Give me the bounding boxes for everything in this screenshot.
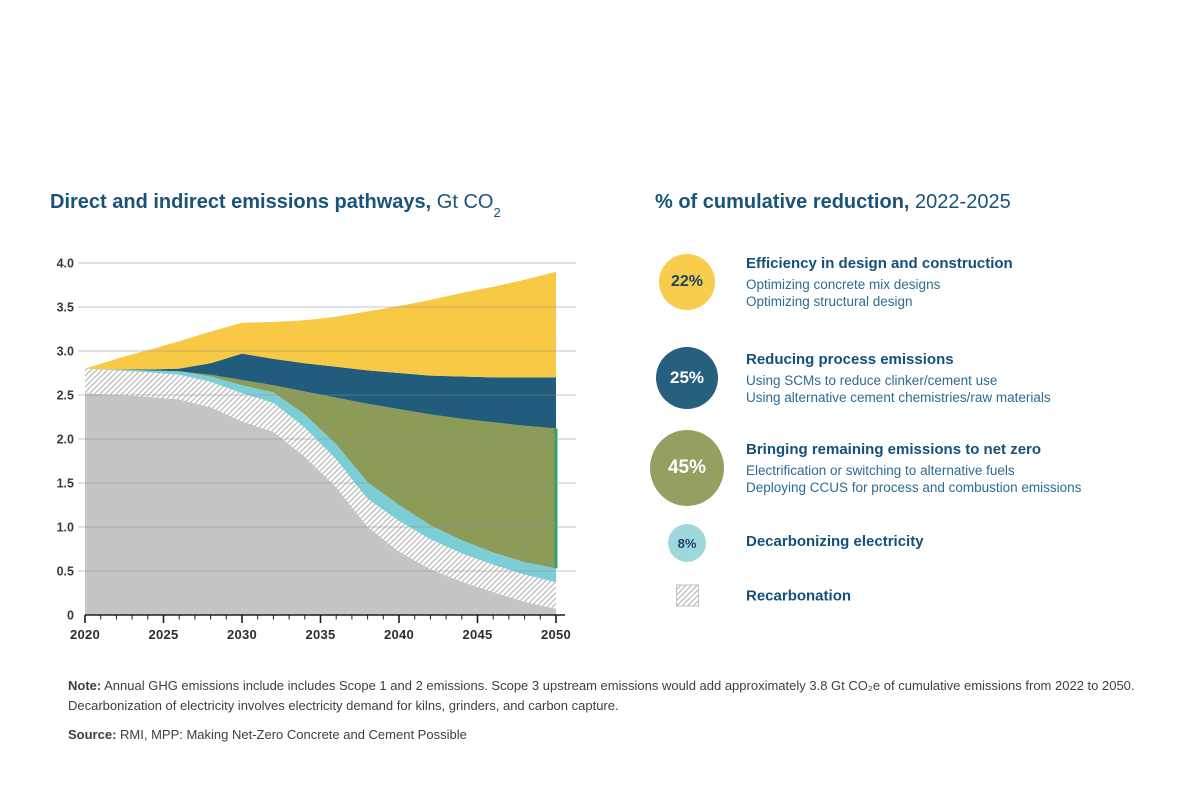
legend-row-1: 22% Efficiency in design and construction… [650,254,1013,310]
note: Note: Annual GHG emissions include inclu… [68,676,1168,716]
legend-pct-value: 8% [677,535,697,551]
y-tick-label: 2.5 [57,389,74,403]
legend-pct-value: 22% [670,273,704,290]
note-text-1: Annual GHG emissions include includes Sc… [101,678,1135,693]
x-tick-label: 2020 [70,627,100,642]
left-chart-title: Direct and indirect emissions pathways, … [50,190,501,221]
y-tick-label: 4.0 [57,257,74,271]
area-bringing-remaining-emissions-to-net-zero [85,368,556,569]
x-tick-label: 2045 [462,627,492,642]
y-axis-labels: 0 0.5 1.0 1.5 2.0 2.5 3.0 3.5 4.0 [57,257,74,623]
legend-row-5: Recarbonation [650,584,852,612]
legend-subline: Using SCMs to reduce clinker/cement use [746,372,998,388]
x-axis-ticks [84,615,557,623]
note-label: Note: [68,678,102,693]
area-efficiency-in-design-and-construction [85,271,556,378]
right-panel-title-bold: % of cumulative reduction, [655,191,910,213]
source-text: RMI, MPP: Making Net-Zero Concrete and C… [116,727,467,742]
gridlines [78,262,576,572]
legend-heading: Reducing process emissions [746,350,954,368]
x-tick-label: 2030 [227,627,257,642]
y-tick-label: 0 [67,609,74,623]
legend-heading: Bringing remaining emissions to net zero [746,440,1042,458]
chart-svg: 0 0.5 1.0 1.5 2.0 2.5 3.0 3.5 4.0 2020 2025 2030 203… [57,257,576,642]
right-panel-title-years: 2022-2025 [909,191,1011,213]
right-panel-title: % of cumulative reduction, 2022-2025 [655,190,1011,214]
legend-subline: Using alternative cement chemistries/raw… [746,389,1051,405]
area-remaining-emissions [85,393,556,615]
legend-circle-8pct: 8% [668,524,706,562]
y-tick-label: 3.0 [57,345,74,359]
note-line-2: Decarbonization of electricity involves … [68,698,619,713]
legend-subline: Optimizing structural design [746,293,913,309]
source-label: Source: [68,727,117,742]
y-tick-label: 1.5 [57,477,74,491]
emissions-pathways-chart: 0 0.5 1.0 1.5 2.0 2.5 3.0 3.5 4.0 2020 2025 2030 203… [42,243,578,655]
left-chart-title-unit: Gt CO [431,191,494,213]
x-axis-labels: 2020 2025 2030 2035 2040 2045 2050 [70,627,571,642]
y-tick-label: 3.5 [57,301,74,315]
legend-row-3: 45% Bringing remaining emissions to net z… [650,430,1081,506]
area-recarbonation [85,368,556,609]
legend-row-4: 8% Decarbonizing electricity [650,524,924,562]
note-line-1: Note: Annual GHG emissions include inclu… [68,676,1168,696]
legend-heading: Recarbonation [746,587,852,605]
legend-subline: Deploying CCUS for process and combustio… [746,479,1082,495]
y-tick-label: 1.0 [57,521,74,535]
area-reducing-process-emissions [85,353,556,429]
legend-row-2: 25% Reducing process emissions Using SCMs … [650,347,1051,409]
legend-subline: Optimizing concrete mix designs [746,276,941,292]
y-tick-label: 0.5 [57,565,74,579]
x-tick-label: 2050 [541,627,571,642]
x-tick-label: 2040 [384,627,414,642]
x-tick-label: 2025 [148,627,178,642]
legend-circle-25pct: 25% [656,347,718,409]
legend-heading: Efficiency in design and construction [746,254,1013,272]
legend-pct-value: 25% [669,368,705,387]
legend-circle-45pct: 45% [650,430,724,506]
chart-areas [85,271,556,615]
x-tick-label: 2035 [305,627,335,642]
source: Source: RMI, MPP: Making Net-Zero Concre… [68,727,467,742]
legend-heading: Decarbonizing electricity [746,532,924,550]
legend-pct-value: 45% [667,457,707,478]
recarbonation-hatch-swatch [675,584,699,612]
legend-subline: Electrification or switching to alternat… [746,462,1015,478]
left-chart-title-subscript: 2 [493,205,501,220]
legend-circle-22pct: 22% [659,254,715,310]
y-tick-label: 2.0 [57,433,74,447]
area-decarbonizing-electricity [85,368,556,583]
left-chart-title-bold: Direct and indirect emissions pathways, [50,191,432,213]
reduction-legend: 22% Efficiency in design and construction… [650,0,1195,795]
